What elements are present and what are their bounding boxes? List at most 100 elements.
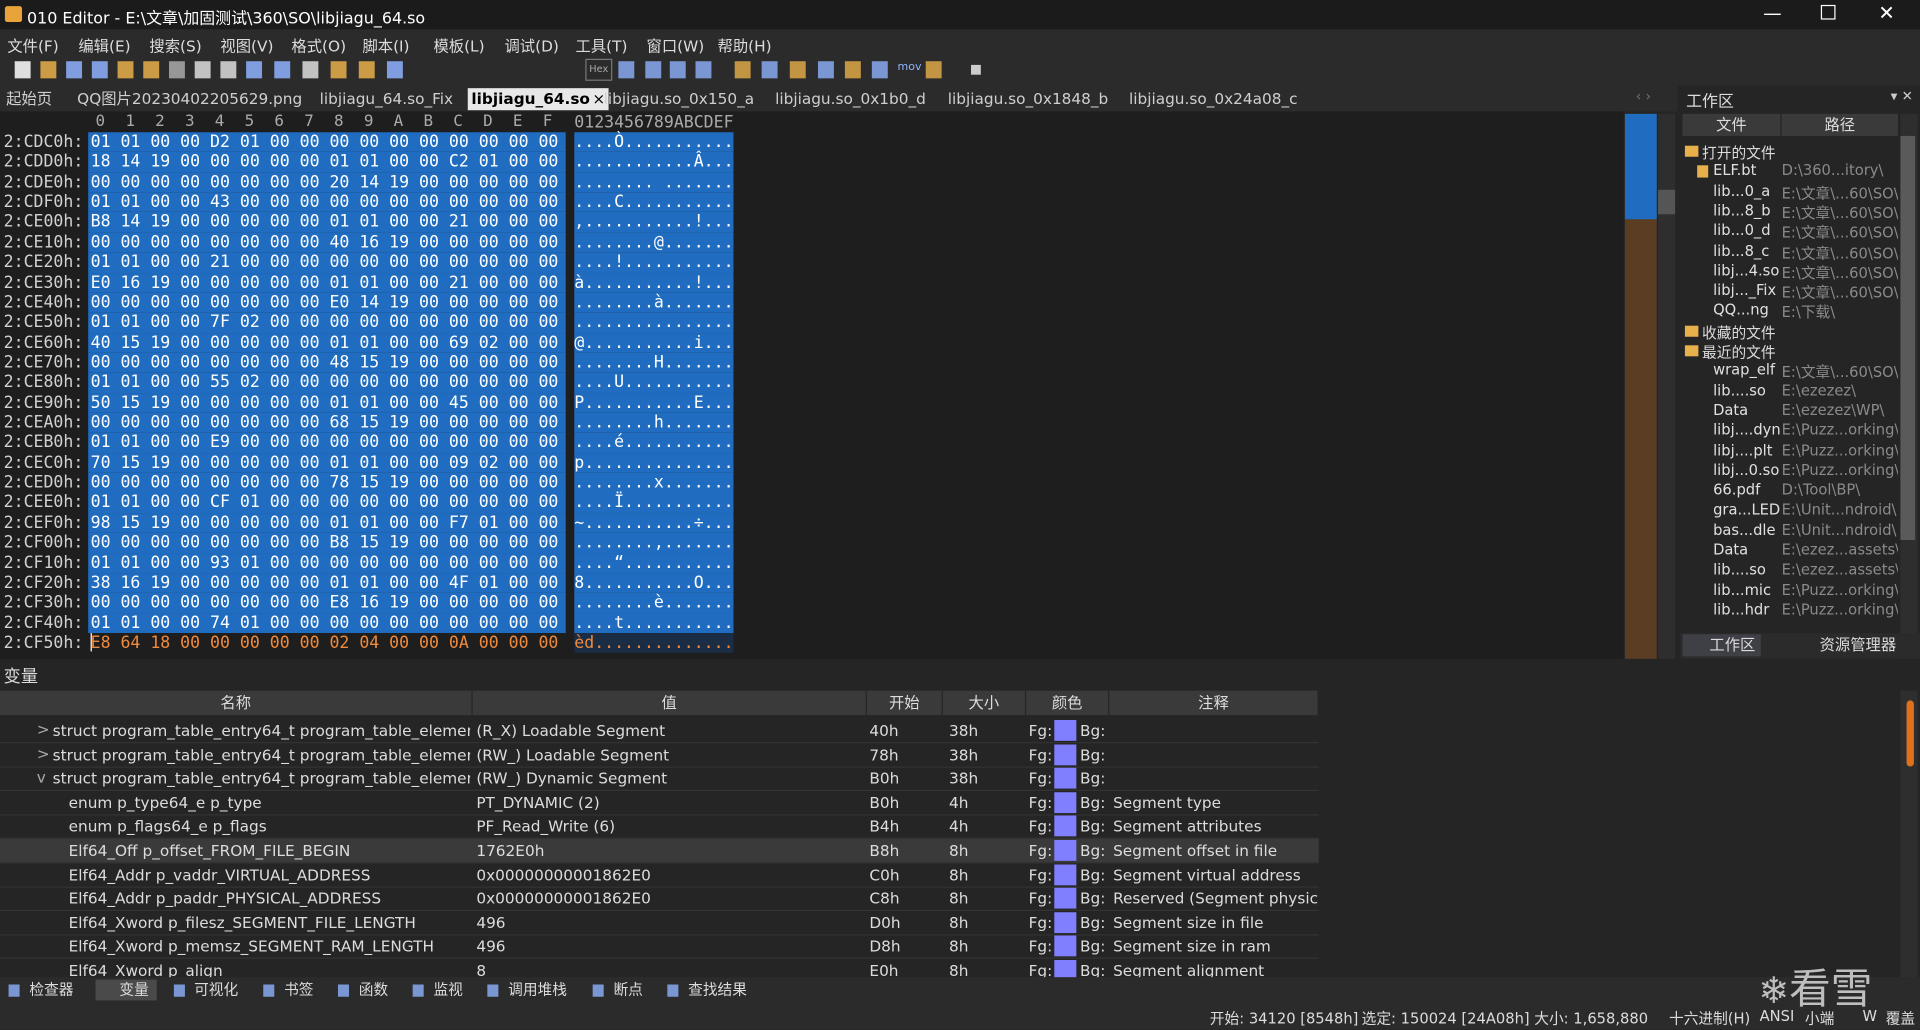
toolbar-button[interactable] [40,61,57,79]
file-tab[interactable]: libjiagu.so_0x1848_b [947,89,1109,108]
hex-bytes[interactable]: 50 15 19 00 00 00 00 00 01 01 00 00 45 0… [88,392,566,413]
hex-bytes[interactable]: 40 15 19 00 00 00 00 00 01 01 00 00 69 0… [88,332,566,353]
toolbar-button[interactable] [844,61,861,79]
hex-ascii[interactable]: ....é........... [574,432,734,453]
toolbar-button[interactable] [194,61,211,79]
hex-ascii[interactable]: ....C........... [574,192,734,213]
tree-file[interactable]: lib...8_c [1713,241,1770,259]
hex-ascii[interactable]: ........,....... [574,532,734,553]
tree-file[interactable]: libj....plt [1713,441,1773,459]
hex-ascii[interactable]: ....Ò........... [574,132,734,153]
variable-row[interactable]: enum p_type64_e p_type PT_DYNAMIC (2) B0h 4… [0,791,1319,816]
hex-bytes[interactable]: 18 14 19 00 00 00 00 00 01 01 00 00 C2 0… [88,152,566,173]
maximize-button[interactable] [1820,4,1836,20]
toolbar-button[interactable] [117,61,134,79]
menu-item[interactable]: 脚本(I) [362,36,410,56]
hex-bytes[interactable]: 00 00 00 00 00 00 00 00 20 14 19 00 00 0… [88,172,566,193]
stop-button[interactable] [971,64,981,75]
hex-bytes[interactable]: 01 01 00 00 93 01 00 00 00 00 00 00 00 0… [88,552,566,573]
hex-ascii[interactable]: ............Â... [574,152,734,173]
hex-ascii[interactable]: ................ [574,312,734,333]
mov-button[interactable]: mov [897,61,922,74]
menu-item[interactable]: 调试(D) [504,36,559,56]
tree-file[interactable]: libj...0.so [1713,461,1780,479]
menu-item[interactable]: 工具(T) [575,36,628,56]
panel-tab[interactable]: 书签 [284,980,314,998]
toolbar-button[interactable] [761,61,778,79]
workspace-scrollbar[interactable] [1900,113,1918,635]
hex-ascii[interactable]: ........x....... [574,472,734,493]
hex-bytes[interactable]: 00 00 00 00 00 00 00 00 68 15 19 00 00 0… [88,412,566,433]
variable-row[interactable]: Elf64_Xword p_memsz_SEGMENT_RAM_LENGTH 49… [0,935,1319,960]
tree-file[interactable]: bas...dle [1713,521,1776,539]
hex-bytes[interactable]: 01 01 00 00 E9 00 00 00 00 00 00 00 00 0… [88,432,566,453]
minimize-button[interactable]: — [1763,2,1782,25]
file-tab[interactable]: libjiagu.so_0x1b0_d [775,89,926,108]
menu-item[interactable]: 编辑(E) [78,36,131,56]
file-tab[interactable]: libjiagu_64.so × [467,88,609,111]
tree-file[interactable]: lib....so [1713,561,1766,579]
hex-bytes[interactable]: 01 01 00 00 7F 02 00 00 00 00 00 00 00 0… [88,312,566,333]
tree-group[interactable]: 打开的文件 [1702,144,1776,162]
hex-ascii[interactable]: @...........i... [574,332,734,353]
hex-ascii[interactable]: 8...........O... [574,572,734,594]
panel-tab[interactable]: 函数 [358,980,389,998]
tree-group[interactable]: 最近的文件 [1702,344,1776,362]
hex-ascii[interactable]: ........H....... [574,352,734,373]
hex-bytes[interactable]: E0 16 19 00 00 00 00 00 01 01 00 00 21 0… [88,272,566,293]
tree-file[interactable]: Data [1713,401,1749,419]
file-tab[interactable]: libjiagu.so_0x24a08_c [1128,89,1298,108]
panel-controls[interactable]: ▾ ✕ [1890,88,1913,105]
toolbar-button[interactable] [66,61,83,79]
tree-file[interactable]: lib...0_d [1713,221,1771,240]
tree-file[interactable]: lib...8_b [1713,201,1771,220]
toolbar-button[interactable] [386,61,403,79]
toolbar-button[interactable] [220,61,237,79]
menu-item[interactable]: 视图(V) [220,36,274,56]
menu-item[interactable]: 模板(L) [433,36,485,56]
hex-ascii[interactable]: ....Ï........... [574,492,734,513]
variable-row[interactable]: Elf64_Addr p_paddr_PHYSICAL_ADDRESS 0x000… [0,887,1319,912]
panel-tab[interactable]: 可视化 [194,980,239,998]
tree-file[interactable]: 66.pdf [1713,481,1761,499]
tree-file[interactable]: lib...hdr [1713,601,1770,619]
toolbar-button[interactable] [91,61,108,79]
toolbar-button[interactable] [871,61,888,79]
variable-row[interactable]: > struct program_table_entry64_t program_… [0,719,1319,744]
tab-close[interactable]: × [592,89,606,108]
menu-item[interactable]: 文件(F) [7,36,59,56]
hex-ascii[interactable]: ....“........... [574,552,734,573]
toolbar-button[interactable] [358,61,375,79]
hex-bytes[interactable]: 00 00 00 00 00 00 00 00 78 15 19 00 00 0… [88,472,566,493]
hex-bytes[interactable]: 00 00 00 00 00 00 00 00 40 16 19 00 00 0… [88,232,566,253]
toolbar-button[interactable] [669,61,686,79]
hex-ascii[interactable]: èd.............. [574,633,734,654]
hex-ascii[interactable]: p............... [574,452,734,473]
toolbar-button[interactable] [618,61,635,79]
variable-row[interactable]: enum p_flags64_e p_flags PF_Read_Write (6… [0,815,1319,840]
expand-toggle[interactable]: v [36,767,46,787]
file-tab[interactable]: libjiagu_64.so_Fix [319,89,454,108]
variable-row[interactable]: > struct program_table_entry64_t program_… [0,743,1319,768]
panel-tab[interactable]: 断点 [613,980,643,998]
tree-file[interactable]: wrap_elf [1713,361,1776,379]
variable-row[interactable]: v struct program_table_entry64_t program_… [0,767,1319,792]
toolbar-button[interactable] [274,61,291,79]
workspace-tab[interactable]: 资源管理器 [1819,635,1897,654]
tree-file[interactable]: libj....dyn [1713,421,1781,439]
toolbar-button[interactable] [925,61,942,79]
panel-tab[interactable]: 调用堆栈 [508,980,567,998]
panel-tab[interactable]: 监视 [433,980,463,998]
expand-toggle[interactable]: > [36,720,50,739]
hex-bytes[interactable]: 01 01 00 00 55 02 00 00 00 00 00 00 00 0… [88,372,566,393]
panel-tab[interactable]: 查找结果 [688,980,747,998]
toolbar-button[interactable] [246,61,263,79]
hex-ascii[interactable]: ....t........... [574,613,734,634]
toolbar-button[interactable] [143,61,160,79]
tree-file[interactable]: libj..._Fix [1713,281,1777,299]
file-tab[interactable]: 起始页 [6,89,53,108]
hex-bytes[interactable]: E8 64 18 00 00 00 00 00 02 04 00 00 0A 0… [88,633,566,654]
workspace-tab[interactable]: 工作区 [1682,634,1761,657]
hex-bytes[interactable]: 01 01 00 00 43 00 00 00 00 00 00 00 00 0… [88,192,566,213]
hex-ascii[interactable]: P...........E... [574,392,734,413]
